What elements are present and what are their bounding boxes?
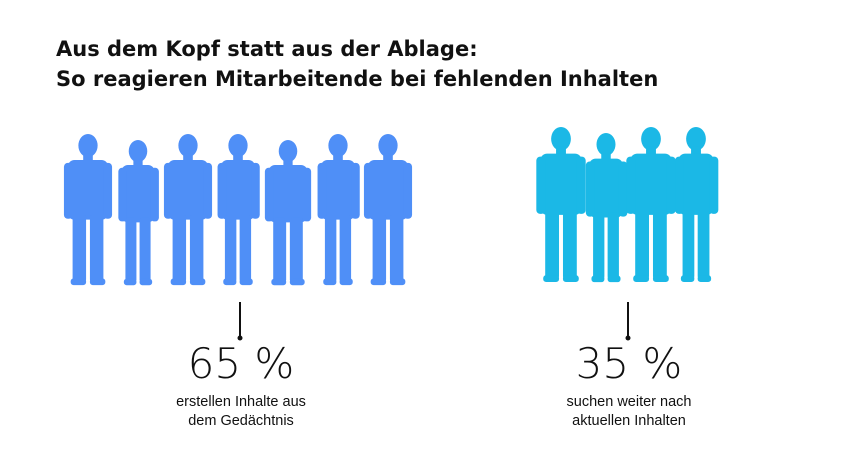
pictogram-group-memory bbox=[63, 134, 413, 286]
person-silhouette-icon bbox=[163, 134, 213, 286]
person-silhouette-icon bbox=[536, 127, 586, 283]
person-silhouette-icon bbox=[626, 127, 676, 283]
description-search: suchen weiter nach aktuellen Inhalten bbox=[519, 393, 739, 431]
leader-dot-memory bbox=[237, 335, 243, 341]
person-silhouette-icon bbox=[363, 134, 413, 286]
person-silhouette-icon bbox=[63, 134, 113, 286]
description-memory-line-2: dem Gedächtnis bbox=[188, 413, 294, 429]
description-search-line-1: suchen weiter nach bbox=[566, 394, 692, 410]
pictogram-group-search bbox=[536, 127, 719, 283]
person-silhouette-icon bbox=[585, 133, 628, 283]
value-label-search: 35 % bbox=[575, 339, 683, 388]
chart-title-line-2: So reagieren Mitarbeitende bei fehlenden… bbox=[56, 67, 659, 91]
person-silhouette-icon bbox=[264, 140, 312, 286]
description-memory: erstellen Inhalte aus dem Gedächtnis bbox=[131, 393, 351, 431]
description-search-line-2: aktuellen Inhalten bbox=[572, 413, 686, 429]
chart-title-line-1: Aus dem Kopf statt aus der Ablage: bbox=[56, 37, 478, 61]
person-silhouette-icon bbox=[317, 134, 360, 286]
leader-dot-search bbox=[625, 335, 631, 341]
value-label-memory: 65 % bbox=[187, 339, 295, 388]
person-silhouette-icon bbox=[118, 140, 159, 286]
person-silhouette-icon bbox=[675, 127, 719, 283]
person-silhouette-icon bbox=[217, 134, 260, 286]
description-memory-line-1: erstellen Inhalte aus bbox=[176, 394, 306, 410]
chart-title: Aus dem Kopf statt aus der Ablage: So re… bbox=[56, 34, 658, 94]
